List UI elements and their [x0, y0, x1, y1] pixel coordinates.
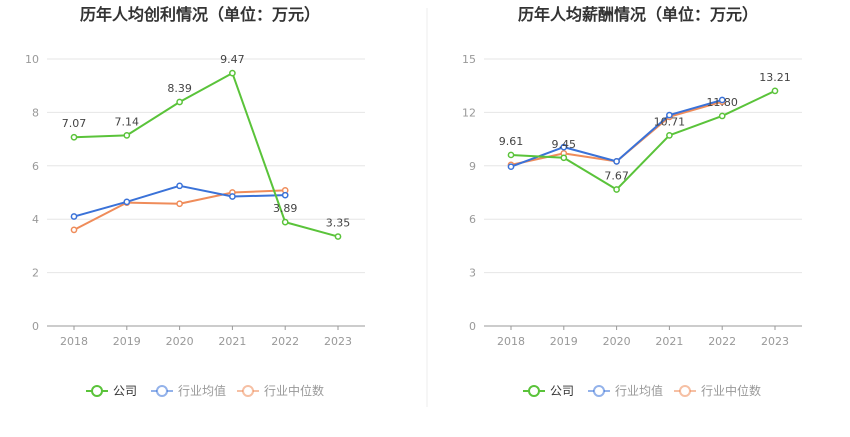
- data-point: [70, 226, 78, 234]
- y-tick-label: 10: [25, 53, 39, 66]
- data-point: [281, 218, 289, 226]
- data-label: 10.71: [654, 115, 686, 128]
- data-point: [229, 69, 236, 77]
- y-tick-label: 6: [32, 160, 39, 173]
- x-tick-label: 2020: [166, 335, 194, 348]
- legend-marker: [91, 385, 103, 397]
- data-label: 8.39: [167, 82, 192, 95]
- data-label: 11.80: [706, 96, 738, 109]
- data-point: [666, 111, 673, 119]
- data-label: 7.07: [62, 117, 87, 130]
- data-point: [666, 132, 673, 139]
- series-line-company: [73, 72, 339, 238]
- data-point: [281, 191, 289, 199]
- y-tick-label: 6: [469, 213, 476, 226]
- legend-label: 行业均值: [615, 383, 663, 398]
- x-tick-label: 2018: [60, 335, 88, 348]
- legend-marker: [593, 385, 605, 397]
- legend-label: 行业中位数: [701, 383, 761, 398]
- data-label: 9.45: [552, 138, 577, 151]
- x-tick-label: 2019: [113, 335, 141, 348]
- data-point: [176, 200, 183, 208]
- legend-marker: [242, 385, 254, 397]
- data-point: [123, 132, 131, 139]
- x-tick-label: 2019: [550, 335, 578, 348]
- legend-label: 行业均值: [178, 383, 226, 398]
- data-point: [229, 193, 236, 200]
- y-tick-label: 3: [469, 267, 476, 280]
- data-label: 3.35: [326, 217, 351, 230]
- y-tick-label: 0: [32, 320, 39, 333]
- legend-marker: [679, 385, 691, 397]
- data-point: [176, 182, 183, 190]
- y-tick-label: 4: [32, 213, 39, 226]
- y-tick-label: 8: [32, 106, 39, 119]
- chart-title: 历年人均创利情况（单位：万元）: [80, 5, 320, 24]
- data-point: [507, 151, 515, 159]
- x-tick-label: 2022: [708, 335, 736, 348]
- data-point: [70, 213, 78, 220]
- legend-label: 公司: [113, 384, 137, 398]
- data-point: [334, 233, 342, 240]
- legend-label: 公司: [550, 384, 574, 398]
- x-tick-label: 2022: [271, 335, 299, 348]
- x-tick-label: 2020: [603, 335, 631, 348]
- y-tick-label: 0: [469, 320, 476, 333]
- x-tick-label: 2018: [497, 335, 525, 348]
- legend-marker: [528, 385, 540, 397]
- data-label: 9.61: [499, 135, 524, 148]
- data-point: [70, 133, 78, 141]
- series-line-company: [510, 89, 776, 191]
- legend-label: 行业中位数: [264, 383, 324, 398]
- data-point: [560, 154, 568, 162]
- data-point: [771, 87, 779, 95]
- data-point: [560, 143, 568, 151]
- chart-title: 历年人均薪酬情况（单位：万元）: [518, 5, 758, 24]
- data-label: 7.14: [115, 115, 140, 128]
- data-point: [176, 98, 183, 106]
- x-tick-label: 2021: [655, 335, 683, 348]
- data-label: 7.67: [604, 169, 629, 182]
- data-point: [718, 112, 726, 120]
- legend-marker: [156, 385, 168, 397]
- x-tick-label: 2021: [218, 335, 246, 348]
- y-tick-label: 15: [462, 53, 476, 66]
- data-label: 13.21: [759, 71, 791, 84]
- data-label: 3.89: [273, 202, 298, 215]
- data-point: [123, 198, 131, 206]
- x-tick-label: 2023: [324, 335, 352, 348]
- x-tick-label: 2023: [761, 335, 789, 348]
- data-point: [613, 186, 620, 193]
- data-point: [507, 163, 515, 171]
- y-tick-label: 2: [32, 267, 39, 280]
- data-point: [613, 158, 620, 165]
- y-tick-label: 12: [462, 106, 476, 119]
- y-tick-label: 9: [469, 160, 476, 173]
- data-label: 9.47: [220, 53, 245, 66]
- data-point: [718, 96, 726, 104]
